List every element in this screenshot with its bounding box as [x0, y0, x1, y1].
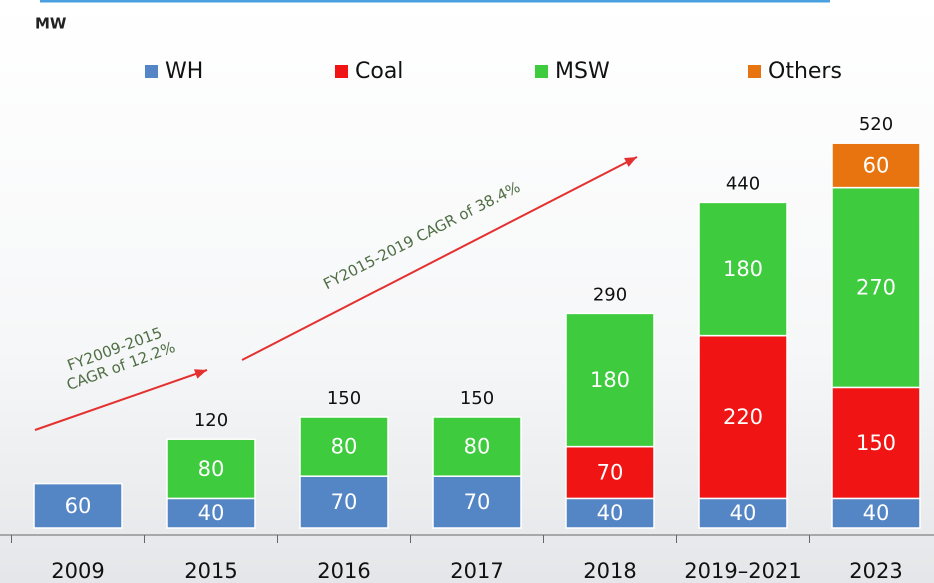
trend-arrow — [34, 369, 208, 431]
segment-label: 80 — [331, 435, 358, 459]
arrow-head — [194, 369, 207, 379]
segment-label: 40 — [597, 501, 624, 525]
legend-label: MSW — [555, 59, 610, 84]
segment-label: 80 — [464, 435, 491, 459]
legend-swatch — [145, 65, 158, 78]
x-tick-label: 2016 — [317, 559, 370, 583]
segment-label: 40 — [198, 501, 225, 525]
segment-label: 40 — [863, 501, 890, 525]
segment-label: 70 — [464, 490, 491, 514]
arrow-head — [624, 157, 637, 167]
total-label: 150 — [327, 388, 361, 409]
segment-label: 270 — [856, 276, 896, 300]
bar-segment — [565, 497, 655, 529]
legend-swatch — [748, 65, 761, 78]
bar-segment — [299, 416, 389, 477]
legend-label: WH — [165, 59, 203, 84]
segment-label: 60 — [65, 494, 92, 518]
legend-swatch — [535, 65, 548, 78]
segment-label: 80 — [198, 457, 225, 481]
total-label: 520 — [859, 114, 893, 135]
segment-label: 70 — [331, 490, 358, 514]
bar-segment — [166, 497, 256, 529]
segment-label: 220 — [723, 405, 763, 429]
bar-segment — [831, 386, 921, 500]
legend-swatch — [335, 65, 348, 78]
bar-segment — [432, 416, 522, 477]
total-label: 440 — [726, 173, 760, 194]
x-tick-label: 2019–2021 — [684, 559, 801, 583]
bar-segment — [831, 497, 921, 529]
x-tick-label: 2015 — [184, 559, 237, 583]
segment-label: 150 — [856, 431, 896, 455]
segment-label: 60 — [863, 153, 890, 177]
bar-segment — [565, 312, 655, 448]
segment-label: 180 — [723, 257, 763, 281]
x-tick-label: 2017 — [450, 559, 503, 583]
segment-label: 180 — [590, 368, 630, 392]
bar-segment — [831, 142, 921, 189]
bar-segment — [33, 482, 123, 529]
segment-label: 40 — [730, 501, 757, 525]
bar-segment — [166, 438, 256, 500]
x-tick-label: 2009 — [51, 559, 104, 583]
trend-arrow — [241, 156, 638, 361]
total-label: 290 — [593, 284, 627, 305]
segment-label: 70 — [597, 461, 624, 485]
bar-segment — [698, 334, 788, 500]
total-label: 120 — [194, 410, 228, 431]
x-tick-label: 2018 — [583, 559, 636, 583]
bar-segment — [698, 201, 788, 337]
x-tick-label: 2023 — [849, 559, 902, 583]
bar-segment — [565, 445, 655, 500]
total-label: 150 — [460, 388, 494, 409]
legend-label: Coal — [355, 59, 403, 84]
bar-segment — [831, 186, 921, 389]
bar-segment — [432, 475, 522, 529]
unit-label: MW — [35, 15, 67, 33]
legend-label: Others — [768, 59, 842, 84]
